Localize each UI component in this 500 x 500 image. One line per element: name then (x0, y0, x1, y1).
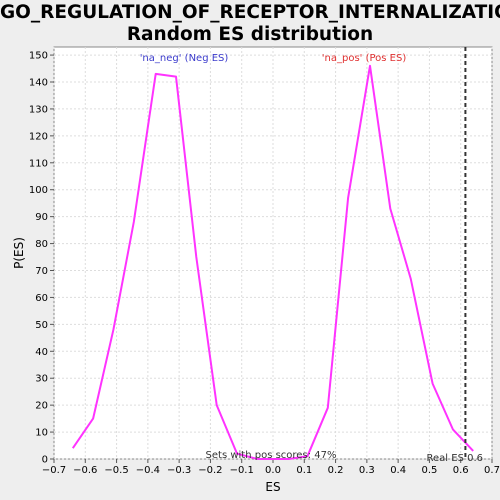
es-distribution-line (71, 64, 474, 460)
x-tick-label: 0.5 (421, 465, 437, 476)
sets-pos-scores-annotation: Sets with pos scores: 47% (206, 450, 337, 461)
chart-title-line2: Random ES distribution (126, 24, 374, 45)
y-tick-label: 90 (35, 212, 48, 223)
y-axis-label: P(ES) (12, 237, 26, 269)
x-tick-label: 0.1 (296, 465, 312, 476)
y-tick-label: 20 (35, 401, 48, 412)
x-tick-label: −0.7 (42, 465, 66, 476)
y-tick-label: 40 (35, 347, 48, 358)
x-tick-label: 0.6 (453, 465, 469, 476)
x-axis-ticks: −0.7 −0.6 −0.5 −0.4 −0.3 −0.2 −0.1 0.0 0.1 0.2 0.3… (42, 459, 500, 476)
y-tick-label: 100 (29, 185, 48, 196)
y-tick-label: 150 (29, 51, 48, 62)
x-tick-label: −0.5 (104, 465, 128, 476)
x-tick-label: −0.3 (167, 465, 191, 476)
y-tick-label: 0 (42, 455, 48, 466)
pos-es-annotation: 'na_pos' (Pos ES) (322, 53, 407, 64)
y-tick-label: 130 (29, 104, 48, 115)
y-tick-label: 10 (35, 428, 48, 439)
x-tick-label: 0.2 (328, 465, 344, 476)
y-tick-label: 140 (29, 78, 48, 89)
neg-es-annotation: 'na_neg' (Neg ES) (140, 53, 229, 64)
x-tick-label: 0.0 (265, 465, 281, 476)
chart-title-line1: GO_REGULATION_OF_RECEPTOR_INTERNALIZATIO… (0, 2, 500, 23)
y-tick-label: 70 (35, 266, 48, 277)
chart-title: GO_REGULATION_OF_RECEPTOR_INTERNALIZATIO… (0, 2, 500, 46)
y-axis-ticks: 0 10 20 30 40 50 60 70 80 90 100 110 120 130 140 150 (29, 51, 54, 466)
x-tick-label: −0.2 (198, 465, 222, 476)
x-tick-label: −0.4 (136, 465, 160, 476)
grid (53, 47, 493, 460)
y-tick-label: 110 (29, 158, 48, 169)
x-tick-label: 0.3 (359, 465, 375, 476)
y-tick-label: 60 (35, 293, 48, 304)
y-tick-label: 50 (35, 320, 48, 331)
x-tick-label: −0.1 (230, 465, 254, 476)
real-es-annotation: Real ES 0.6 (427, 453, 483, 464)
x-tick-label: 0.7 (484, 465, 500, 476)
y-tick-label: 30 (35, 374, 48, 385)
y-tick-label: 120 (29, 131, 48, 142)
x-tick-label: −0.6 (73, 465, 97, 476)
y-tick-label: 80 (35, 239, 48, 250)
series-layer (71, 64, 474, 460)
x-axis-label: ES (265, 480, 280, 494)
x-tick-label: 0.4 (390, 465, 406, 476)
